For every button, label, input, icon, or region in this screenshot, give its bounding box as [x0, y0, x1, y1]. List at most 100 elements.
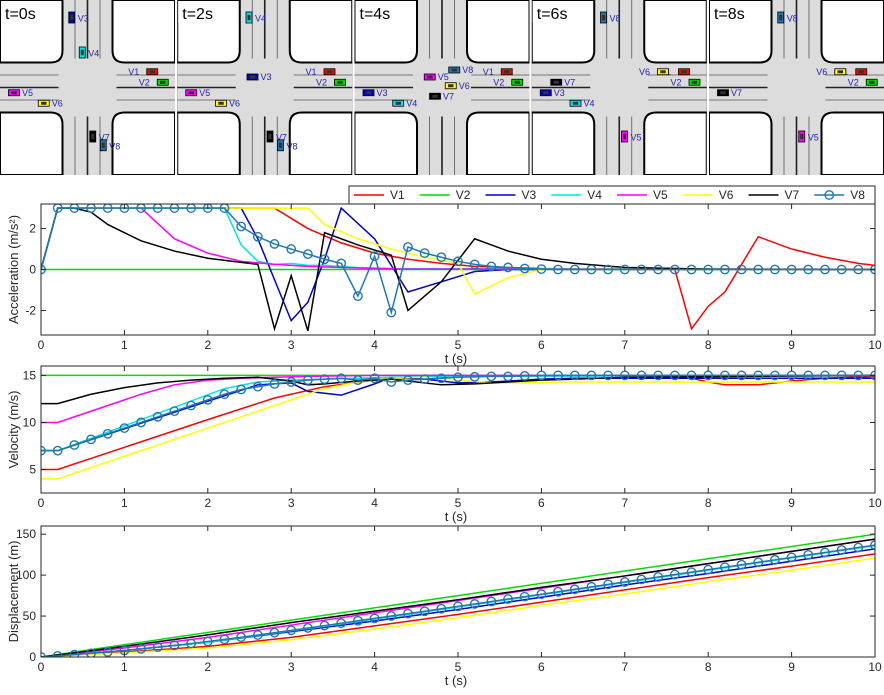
snapshot-time-label: t=4s — [360, 6, 391, 23]
vehicle-label: V7 — [731, 88, 742, 98]
vehicle-body — [327, 70, 333, 73]
vehicle-body — [573, 102, 579, 105]
x-axis-label: t (s) — [445, 509, 467, 524]
vehicle-body — [427, 76, 433, 79]
vehicle-label: V4 — [584, 98, 595, 108]
vehicle-body — [189, 91, 195, 94]
y-tick-label: 0 — [29, 650, 36, 664]
vehicle-label: V8 — [462, 65, 473, 75]
vehicle-label: V3 — [377, 88, 388, 98]
x-tick-label: 6 — [538, 496, 545, 510]
vehicle-body — [543, 91, 549, 94]
vehicle-body — [720, 91, 726, 94]
legend-label: V2 — [456, 188, 471, 202]
legend-label: V7 — [785, 188, 800, 202]
vehicle-label: V6 — [229, 98, 240, 108]
x-tick-label: 1 — [121, 496, 128, 510]
x-tick-label: 0 — [38, 496, 45, 510]
x-tick-label: 10 — [868, 660, 882, 674]
vehicle-body — [337, 81, 343, 84]
vehicle-label: V1 — [128, 67, 139, 77]
vehicle-body — [869, 81, 875, 84]
vehicle-body — [602, 15, 605, 21]
vehicle-body — [779, 15, 782, 21]
vehicle-label: V3 — [554, 88, 565, 98]
intersection-area — [55, 55, 121, 121]
y-tick-label: 15 — [23, 368, 37, 382]
vehicle-body — [81, 50, 84, 56]
y-tick-label: 2 — [29, 222, 36, 236]
vehicle-body — [692, 81, 698, 84]
vehicle-body — [102, 143, 105, 149]
vehicle-body — [432, 95, 438, 98]
vehicle-label: V1 — [306, 67, 317, 77]
y-tick-label: -2 — [25, 303, 36, 317]
vehicle-label: V6 — [816, 67, 827, 77]
vehicle-label: V8 — [610, 14, 621, 24]
x-tick-label: 0 — [38, 338, 45, 352]
vehicle-label: V4 — [88, 49, 99, 59]
x-tick-label: 3 — [288, 496, 295, 510]
legend-label: V8 — [850, 188, 865, 202]
x-tick-label: 10 — [868, 496, 882, 510]
x-tick-label: 10 — [868, 338, 882, 352]
x-tick-label: 5 — [455, 496, 462, 510]
vehicle-label: V5 — [199, 88, 210, 98]
x-tick-label: 3 — [288, 660, 295, 674]
vehicle-label: V2 — [848, 77, 859, 87]
vehicle-label: V5 — [438, 72, 449, 82]
x-tick-label: 2 — [204, 496, 211, 510]
vehicle-body — [160, 81, 166, 84]
y-tick-label: 10 — [23, 415, 37, 429]
y-axis-label: Acceleration (m/s²) — [6, 215, 21, 324]
snapshot-time-label: t=2s — [182, 6, 213, 23]
vehicle-label: V1 — [483, 67, 494, 77]
y-axis-label: Velocity (m/s) — [6, 390, 21, 468]
x-tick-label: 7 — [621, 660, 628, 674]
legend-label: V3 — [522, 188, 537, 202]
x-tick-label: 9 — [788, 660, 795, 674]
x-tick-label: 5 — [455, 660, 462, 674]
vehicle-body — [504, 70, 510, 73]
x-tick-label: 1 — [121, 660, 128, 674]
vehicle-label: V7 — [564, 77, 575, 87]
y-tick-label: 150 — [16, 527, 36, 541]
vehicle-label: V6 — [459, 81, 470, 91]
y-tick-label: 0 — [29, 263, 36, 277]
x-tick-label: 2 — [204, 338, 211, 352]
y-tick-label: 5 — [29, 462, 36, 476]
x-tick-label: 6 — [538, 660, 545, 674]
vehicle-label: V2 — [671, 77, 682, 87]
vehicle-body — [515, 81, 521, 84]
vehicle-body — [250, 76, 256, 79]
vehicle-body — [396, 102, 402, 105]
x-tick-label: 6 — [538, 338, 545, 352]
vehicle-body — [366, 91, 372, 94]
vehicle-label: V2 — [139, 77, 150, 87]
snapshot-panel: V1V2V5V6V7V8t=8s — [709, 0, 884, 175]
vehicle-label: V6 — [52, 98, 63, 108]
x-tick-label: 3 — [288, 338, 295, 352]
x-tick-label: 8 — [705, 660, 712, 674]
vehicle-body — [218, 102, 224, 105]
x-axis-label: t (s) — [445, 351, 467, 366]
snapshot-time-label: t=0s — [5, 6, 36, 23]
vehicle-body — [279, 143, 282, 149]
snapshot-time-label: t=6s — [537, 6, 568, 23]
x-tick-label: 4 — [371, 660, 378, 674]
vehicle-body — [150, 70, 156, 73]
legend-label: V6 — [719, 188, 734, 202]
intersection-snapshots: V1V2V3V4V5V6V7V8t=0sV1V2V3V4V5V6V7V8t=2s… — [0, 0, 884, 175]
vehicle-label: V4 — [255, 14, 266, 24]
vehicle-label: V8 — [109, 141, 120, 151]
vehicle-body — [859, 70, 865, 73]
y-tick-label: 50 — [23, 609, 37, 623]
vehicle-body — [452, 69, 458, 72]
